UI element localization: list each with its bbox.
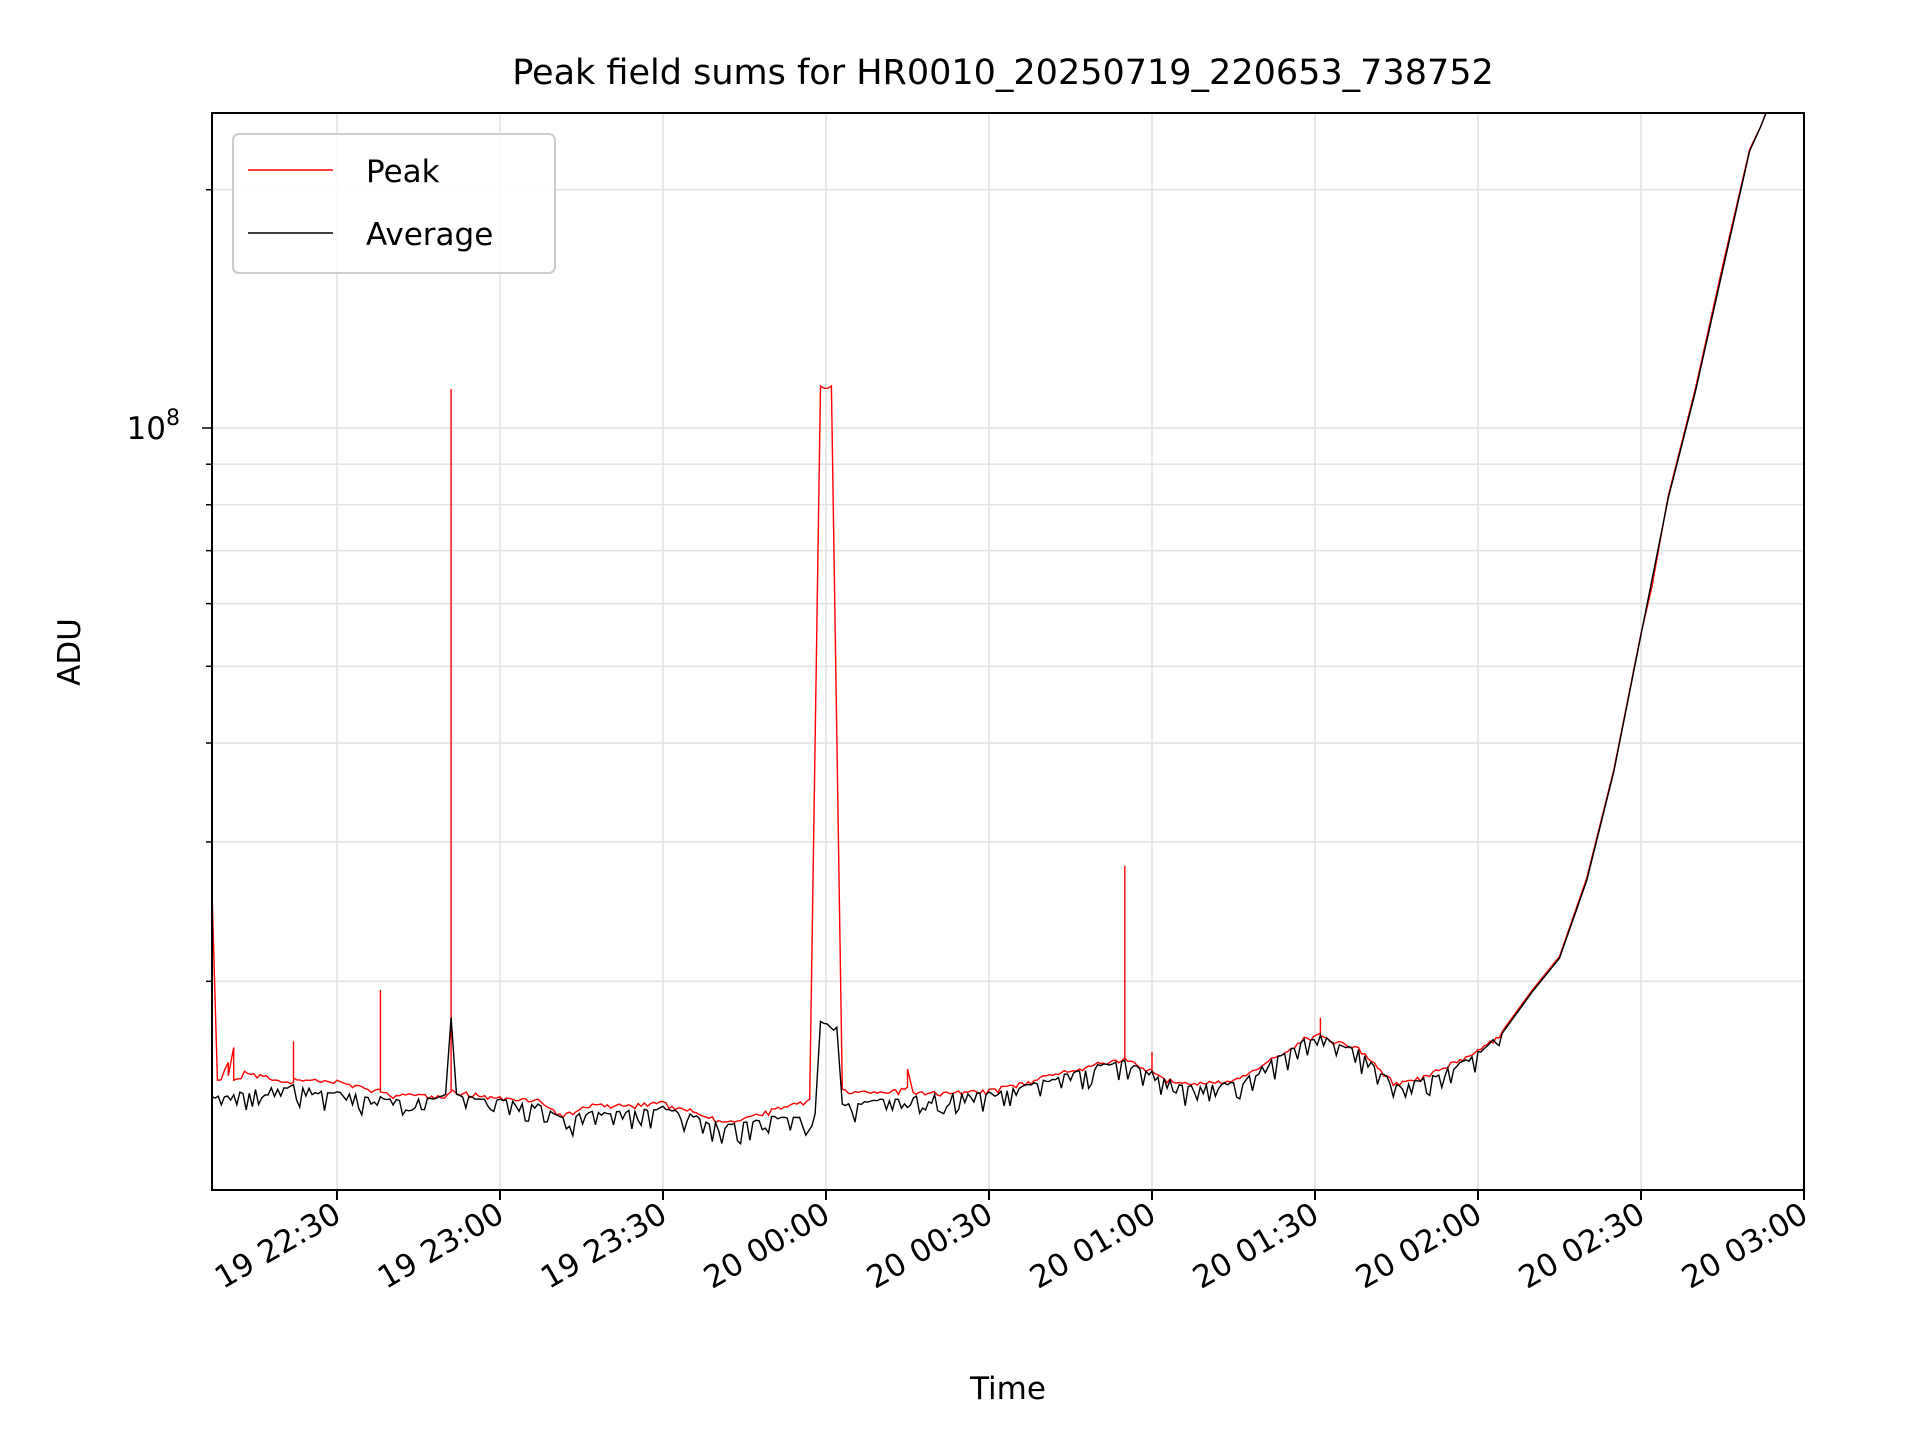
legend: Peak Average bbox=[232, 133, 556, 274]
y-tick-label: 108 bbox=[127, 406, 180, 447]
x-axis-label: Time bbox=[969, 1371, 1046, 1407]
plot-frame bbox=[211, 112, 1805, 1191]
legend-box bbox=[232, 133, 556, 274]
y-axis: 108 bbox=[127, 188, 212, 983]
y-axis-label: ADU bbox=[52, 618, 88, 686]
chart-title: Peak field sums for HR0010_20250719_2206… bbox=[512, 53, 1494, 93]
peak-series-line bbox=[212, 113, 1767, 1124]
legend-peak-label: Peak bbox=[366, 154, 440, 190]
average-series-line bbox=[212, 113, 1767, 1146]
y-tick-label-exponent: 8 bbox=[166, 406, 180, 431]
y-tick-label-base: 10 bbox=[127, 411, 166, 447]
legend-average-label: Average bbox=[366, 217, 493, 253]
plot-lines bbox=[212, 113, 1767, 1146]
